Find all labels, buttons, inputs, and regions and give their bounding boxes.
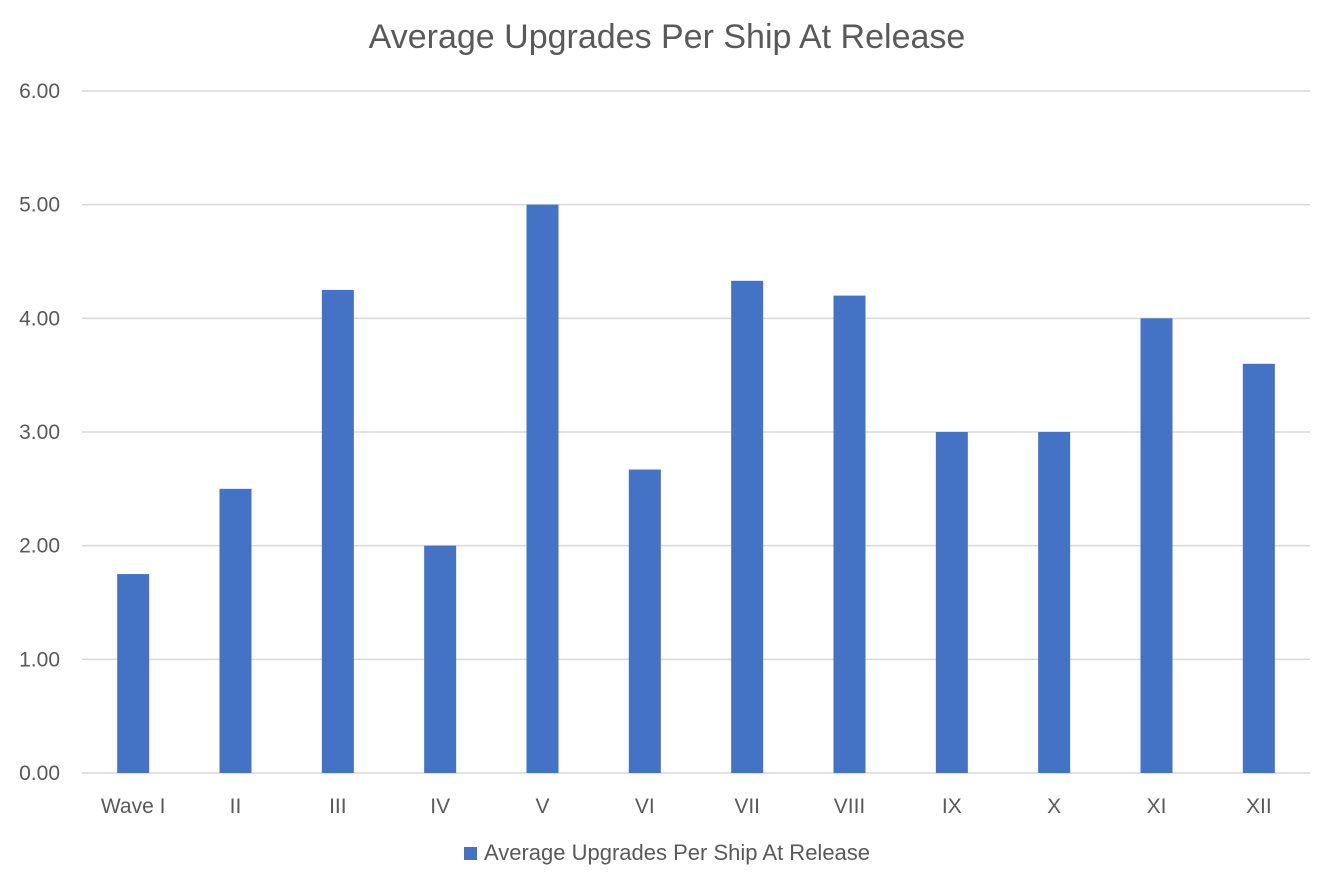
bar: [526, 204, 559, 773]
bar: [321, 289, 354, 773]
y-tick-label: 5.00: [19, 194, 60, 217]
x-tick-label: Wave I: [101, 795, 166, 818]
x-tick-label: III: [329, 795, 347, 818]
y-tick-label: 6.00: [19, 80, 60, 103]
x-tick-label: II: [230, 795, 242, 818]
bars: [117, 204, 1275, 773]
x-tick-label: VIII: [834, 795, 866, 818]
x-tick-label: XII: [1246, 795, 1272, 818]
bar: [1242, 363, 1275, 773]
x-tick-label: VI: [635, 795, 655, 818]
bar: [1038, 432, 1071, 773]
x-tick-label: IX: [942, 795, 962, 818]
legend-swatch: [463, 846, 477, 860]
x-axis-ticks: Wave I II III IV V VI VII VIII IX X XI XII: [101, 795, 1272, 818]
bar: [935, 432, 968, 773]
x-tick-label: V: [535, 795, 549, 818]
y-tick-label: 1.00: [19, 648, 60, 671]
legend-label: Average Upgrades Per Ship At Release: [483, 840, 871, 865]
y-axis-ticks: 0.00 1.00 2.00 3.00 4.00 5.00 6.00: [19, 80, 60, 785]
x-tick-label: X: [1047, 795, 1061, 818]
gridlines: [82, 90, 1310, 774]
y-tick-label: 0.00: [19, 762, 60, 785]
y-tick-label: 3.00: [19, 421, 60, 444]
chart-title: Average Upgrades Per Ship At Release: [368, 18, 966, 56]
x-tick-label: IV: [430, 795, 450, 818]
x-tick-label: VII: [734, 795, 760, 818]
bar: [1140, 318, 1173, 773]
legend: Average Upgrades Per Ship At Release: [0, 840, 1334, 866]
bar: [424, 545, 457, 773]
y-tick-label: 2.00: [19, 535, 60, 558]
bar: [117, 574, 150, 773]
x-tick-label: XI: [1147, 795, 1167, 818]
y-tick-label: 4.00: [19, 307, 60, 330]
bar: [731, 280, 764, 773]
bar: [833, 295, 866, 773]
bar: [628, 469, 661, 773]
bar: [219, 488, 252, 773]
